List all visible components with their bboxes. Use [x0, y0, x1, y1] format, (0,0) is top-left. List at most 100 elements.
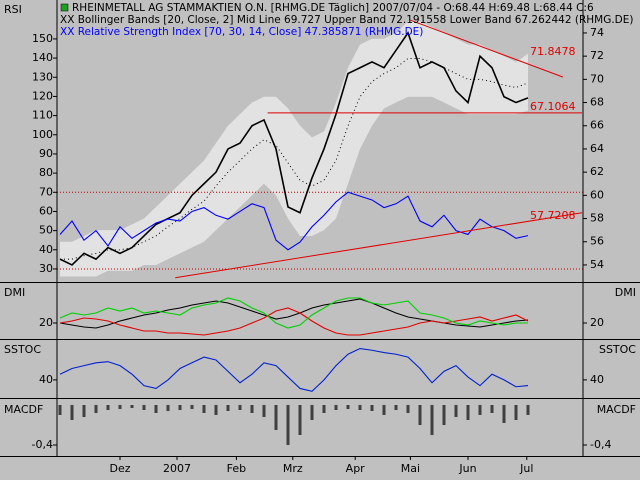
y-tick-label: 100: [32, 128, 53, 141]
bar: [130, 405, 134, 408]
y2-tick-label: 68: [590, 96, 604, 109]
chart-subtitle: XX Relative Strength Index [70, 30, 14, …: [60, 26, 423, 38]
bar: [274, 405, 278, 430]
panel-label: SSTOC: [4, 343, 41, 356]
y-tick-label: 90: [39, 147, 53, 160]
panel-label: RSI: [4, 3, 22, 16]
bar: [118, 405, 122, 409]
bar: [166, 405, 170, 411]
bar: [286, 405, 290, 445]
bar: [406, 405, 410, 413]
y2-tick-label: 66: [590, 119, 604, 132]
bollinger-mid: [60, 57, 529, 260]
y2-tick-label: 54: [590, 258, 604, 271]
panel-label: MACDF: [4, 403, 43, 416]
bar: [526, 405, 530, 415]
bar: [298, 405, 302, 435]
chart-title: RHEINMETALL AG STAMMAKTIEN O.N. [RHMG.DE…: [72, 2, 594, 14]
y-tick-label: 50: [39, 224, 53, 237]
bar: [382, 405, 386, 415]
y-tick-label: 130: [32, 70, 53, 83]
x-tick-label: Jun: [458, 462, 476, 475]
y-tick-label: 40: [39, 373, 53, 386]
bar: [214, 405, 218, 415]
x-tick-label: 2007: [163, 462, 191, 475]
y-tick-label: 40: [590, 373, 604, 386]
bar: [334, 405, 338, 410]
bar: [478, 405, 482, 415]
y2-tick-label: 56: [590, 235, 604, 248]
trend-line: [410, 19, 563, 78]
bar: [58, 405, 62, 415]
series-line: [59, 307, 529, 336]
bar: [394, 405, 398, 410]
y-tick-label: 60: [39, 204, 53, 217]
panel-label: MACDF: [597, 403, 636, 416]
y2-tick-label: 74: [590, 26, 604, 39]
trend-label: 67.1064: [530, 100, 576, 113]
x-tick-label: Mai: [401, 462, 420, 475]
bar: [310, 405, 314, 420]
chart-subtitle: XX Bollinger Bands [20, Close, 2] Mid Li…: [60, 14, 634, 26]
y-tick-label: 30: [39, 262, 53, 275]
x-tick-label: Apr: [346, 462, 366, 475]
panel-label: DMI: [4, 286, 25, 299]
bar: [514, 405, 518, 420]
bar: [442, 405, 446, 425]
bar: [70, 405, 74, 420]
series-line: [59, 191, 529, 251]
bar: [106, 405, 110, 410]
trend-label: 57.7208: [530, 209, 576, 222]
bar: [250, 405, 254, 413]
y-tick-label: 140: [32, 51, 53, 64]
bar: [466, 405, 470, 420]
bar: [430, 405, 434, 435]
y2-tick-label: 62: [590, 165, 604, 178]
trend-line: [175, 212, 583, 279]
y-tick-label: -0,4: [590, 438, 611, 451]
bar: [94, 405, 98, 413]
x-tick-label: Jul: [519, 462, 533, 475]
bar: [490, 405, 494, 413]
panel-label: DMI: [615, 286, 636, 299]
x-tick-label: Dez: [109, 462, 130, 475]
y-tick-label: 150: [32, 32, 53, 45]
y-tick-label: 80: [39, 166, 53, 179]
bar: [178, 405, 182, 410]
bar: [262, 405, 266, 417]
frame: [0, 0, 640, 457]
y2-tick-label: 60: [590, 188, 604, 201]
bar: [418, 405, 422, 425]
y-tick-label: 20: [590, 316, 604, 329]
y-tick-label: 70: [39, 185, 53, 198]
bollinger-band: [60, 21, 528, 277]
bar: [142, 405, 146, 410]
bar: [346, 405, 350, 409]
y-tick-label: -0,4: [32, 438, 53, 451]
y2-tick-label: 64: [590, 142, 604, 155]
bar: [82, 405, 86, 417]
y-tick-label: 20: [39, 316, 53, 329]
y2-tick-label: 58: [590, 212, 604, 225]
trend-label: 71.8478: [530, 45, 576, 58]
plot-layer: RSI 30 40 50 60 70 80 90 100 110 120 130 140 150 54 56 5…: [4, 3, 636, 475]
series-line: [59, 298, 529, 329]
bar: [190, 405, 194, 409]
y-tick-label: 40: [39, 243, 53, 256]
x-tick-label: Mrz: [283, 462, 303, 475]
bar: [154, 405, 158, 413]
x-tick-label: Feb: [227, 462, 246, 475]
bar: [202, 405, 206, 413]
bar: [454, 405, 458, 417]
legend-icon: [60, 3, 69, 12]
series-line: [59, 347, 529, 392]
series-line: [59, 31, 529, 266]
y-tick-label: 120: [32, 89, 53, 102]
series-line: [59, 297, 528, 329]
y2-tick-label: 70: [590, 72, 604, 85]
y-tick-label: 110: [32, 109, 53, 122]
y2-tick-label: 72: [590, 49, 604, 62]
bar: [502, 405, 506, 423]
bar: [358, 405, 362, 410]
